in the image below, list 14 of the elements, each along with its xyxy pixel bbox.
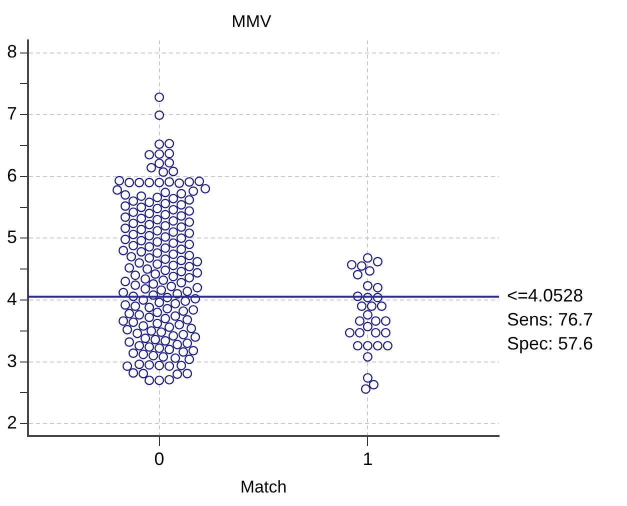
y-tick-label: 4	[6, 288, 18, 309]
y-tick-label: 7	[6, 104, 18, 124]
y-tick-label: 6	[6, 165, 18, 186]
y-tick-label: 2	[6, 412, 18, 433]
y-tick-label: 3	[6, 350, 18, 371]
x-tick-label: 1	[362, 448, 373, 469]
ref-line-label: <=4.0528	[507, 286, 584, 306]
y-tick-label: 8	[6, 42, 18, 62]
text: Spec: 57.6	[507, 334, 594, 354]
x-tick-label: 0	[154, 448, 164, 469]
y-tick-label: 5	[6, 227, 18, 248]
chart-title: MMV	[232, 12, 272, 31]
text: Sens: 76.7	[507, 310, 594, 330]
x-axis-title: Match	[240, 477, 287, 496]
